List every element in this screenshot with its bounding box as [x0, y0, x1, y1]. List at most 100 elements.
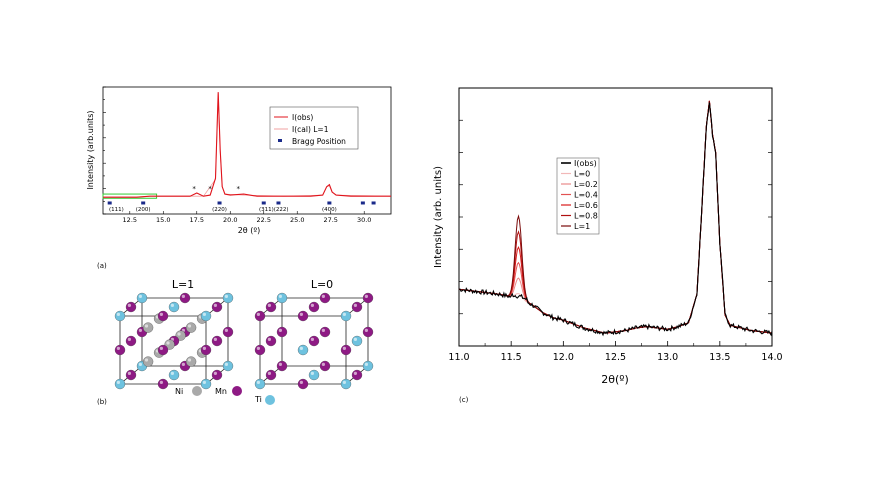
panel-c-legend: I(obs) L=0L=0.2 L=0.4L=0.6 L=0.8L=1	[556, 157, 600, 235]
ti-atom	[276, 292, 288, 304]
legend-label-bragg: Bragg Position	[292, 137, 346, 146]
legend-swatch-bragg	[278, 139, 282, 142]
mn-atom	[319, 360, 331, 372]
x-tick-label: 27.5	[323, 216, 337, 224]
ti-atom	[114, 310, 126, 322]
mn-atom	[179, 292, 191, 304]
ti-atom	[254, 378, 266, 390]
x-tick-label: 11.0	[448, 352, 469, 363]
reflection-label: (220)	[212, 207, 227, 213]
ti-atom	[340, 310, 352, 322]
obs-curve-zoom	[458, 102, 773, 337]
bragg-marker	[141, 201, 146, 205]
mn-atom	[340, 344, 352, 356]
mn-atom	[211, 301, 223, 313]
mn-atom	[362, 326, 374, 338]
mn-atom	[222, 326, 234, 338]
ti-atom	[265, 335, 277, 347]
ni-atom-swatch	[192, 386, 202, 396]
legend-label: L=0.4	[574, 191, 598, 200]
ti-atom	[297, 344, 309, 356]
ti-atom	[168, 301, 180, 313]
ti-atom	[319, 326, 331, 338]
zoomed-superlattice-panel: 11.0 11.5 12.0 12.5 13.0 13.5 14.0 Intensity (…	[433, 87, 783, 404]
mn-atom	[297, 378, 309, 390]
ti-atom	[222, 292, 234, 304]
reflection-label: (400)	[322, 207, 337, 213]
impurity-marks: * * *	[192, 185, 240, 193]
xrd-pattern-panel: 12.5 15.0 17.5 20.0 22.5 25.0 27.5 30.0 (111) (2…	[86, 86, 392, 270]
panel-label-b: (b)	[97, 398, 107, 406]
mn-atom	[125, 369, 137, 381]
mn-atom	[125, 301, 137, 313]
bragg-marker	[107, 201, 112, 205]
mn-atom	[265, 301, 277, 313]
panel-a-legend: I(obs) I(cal) L=1 Bragg Position	[269, 106, 359, 150]
mn-atom	[308, 335, 320, 347]
atom-label-ti: Ti	[254, 395, 262, 404]
ti-atom	[308, 301, 320, 313]
ni-atom	[185, 356, 197, 367]
structure-title-l0: L=0	[311, 278, 333, 291]
reflection-labels: (111) (200) (220) (311) (222) (400)	[109, 207, 337, 213]
x-tick-label: 11.5	[501, 352, 522, 363]
structure-title-l1: L=1	[172, 278, 194, 291]
reflection-label: (311)	[259, 207, 274, 213]
legend-label: L=1	[574, 222, 590, 231]
bragg-marker	[371, 201, 376, 205]
crystal-structures-panel: L=1 L=0 Ni Mn Ti (b)	[97, 278, 374, 406]
ti-atom	[200, 310, 212, 322]
bragg-marker	[217, 201, 222, 205]
mn-atom	[297, 310, 309, 322]
mn-atom	[157, 344, 169, 356]
mn-atom	[211, 369, 223, 381]
panel-c-y-ticks	[459, 119, 772, 315]
impurity-star: *	[192, 185, 196, 193]
bragg-marker	[327, 201, 332, 205]
ti-atom	[362, 292, 374, 304]
ti-atom	[136, 292, 148, 304]
mn-atom-swatch	[232, 386, 242, 396]
calc-curve-L1	[458, 100, 773, 334]
mn-atom	[265, 369, 277, 381]
panel-a-y-label: Intensity (arb.units)	[86, 110, 95, 189]
impurity-star: *	[237, 185, 241, 193]
mn-atom	[254, 344, 266, 356]
panel-a-y-ticks	[103, 86, 106, 215]
panel-label-a: (a)	[97, 262, 107, 270]
ni-atom	[185, 322, 197, 333]
ti-atom	[308, 369, 320, 381]
ti-atom	[114, 378, 126, 390]
bragg-markers	[107, 201, 376, 205]
ti-atom	[362, 360, 374, 372]
x-tick-label: 22.5	[257, 216, 271, 224]
ti-atom	[276, 360, 288, 372]
x-tick-label: 12.5	[605, 352, 626, 363]
mn-atom	[351, 301, 363, 313]
mn-atom	[276, 326, 288, 338]
mn-atom	[125, 335, 137, 347]
ni-atom	[142, 322, 154, 333]
x-tick-label: 20.0	[223, 216, 237, 224]
mn-atom	[351, 369, 363, 381]
legend-label: I(obs)	[574, 159, 597, 168]
legend-box	[269, 106, 359, 150]
calc-curve-L06	[458, 100, 773, 334]
ni-atom	[142, 356, 154, 367]
panel-a-x-label: 2θ (º)	[238, 226, 261, 235]
ti-atom	[254, 310, 266, 322]
calc-curve-L0	[458, 100, 773, 334]
panel-c-x-label: 2θ(º)	[601, 373, 629, 386]
legend-label: L=0.8	[574, 212, 598, 221]
calc-curve-L04	[458, 100, 773, 334]
ti-atom	[351, 335, 363, 347]
bragg-marker	[276, 201, 281, 205]
atom-label-ni: Ni	[175, 387, 183, 396]
mn-atom	[114, 344, 126, 356]
calc-curve-L02	[458, 100, 773, 334]
legend-box-c	[556, 157, 600, 235]
x-tick-label: 12.0	[553, 352, 574, 363]
impurity-star: *	[208, 185, 212, 193]
legend-label: L=0	[574, 170, 590, 179]
